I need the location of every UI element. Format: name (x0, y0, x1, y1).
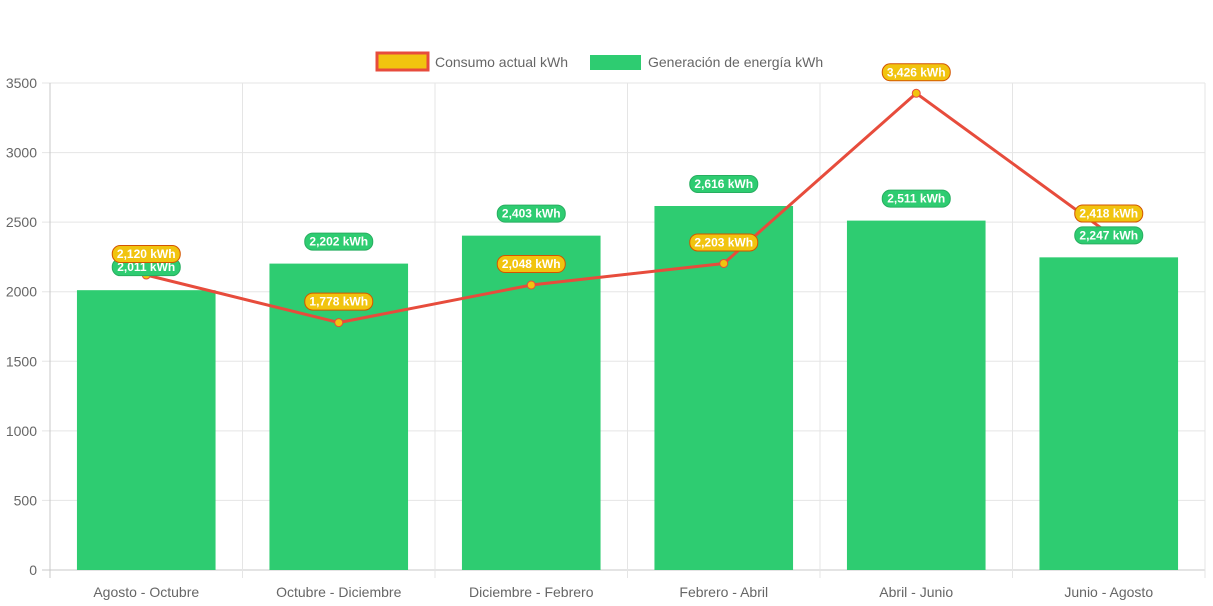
bar-data-label-box (881, 189, 951, 208)
y-tick-label: 3000 (6, 145, 37, 161)
bar-data-label: 2,247 kWh (1079, 228, 1138, 242)
line-data-label-box (689, 233, 759, 252)
line-data-label: 1,778 kWh (309, 295, 368, 309)
y-tick-label: 2500 (6, 214, 37, 230)
bar-data-label: 2,202 kWh (309, 235, 368, 249)
line-point[interactable] (911, 88, 921, 98)
bar-data-label: 2,011 kWh (117, 260, 175, 274)
x-tick-label: Abril - Junio (879, 584, 953, 600)
line-data-label: 2,048 kWh (502, 257, 561, 271)
x-tick-label: Febrero - Abril (679, 584, 768, 600)
line-point[interactable] (719, 258, 729, 268)
y-axis: 0 500 1000 1500 2000 2500 3000 3500 (6, 75, 37, 578)
line-data-label-box (111, 245, 181, 264)
x-tick-label: Diciembre - Febrero (469, 584, 594, 600)
line-data-label-box (1074, 204, 1144, 223)
grid (42, 82, 1206, 578)
line-data-label-box (496, 255, 566, 274)
bar-data-label-box (496, 204, 566, 223)
bar[interactable] (1039, 257, 1179, 570)
line-data-label: 2,418 kWh (1079, 207, 1138, 221)
line-point[interactable] (334, 318, 344, 328)
line-data-label: 3,426 kWh (887, 65, 946, 79)
x-tick-label: Agosto - Octubre (93, 584, 199, 600)
bar[interactable] (76, 290, 216, 570)
line-data-label-box (881, 63, 951, 82)
y-tick-label: 0 (29, 562, 37, 578)
bar[interactable] (461, 235, 601, 570)
legend-swatch-generacion[interactable] (590, 55, 641, 70)
line-point[interactable] (526, 280, 536, 290)
bar-data-label-box (689, 175, 759, 194)
line-data-label: 2,203 kWh (694, 235, 753, 249)
bar-data-label: 2,511 kWh (887, 192, 945, 206)
y-tick-label: 1000 (6, 423, 37, 439)
bar-data-label-box (1074, 226, 1144, 245)
line-data-label-box (304, 292, 374, 311)
bar-series (76, 206, 1179, 570)
legend: Consumo actual kWh Generación de energía… (375, 51, 823, 72)
line-data-label: 2,120 kWh (117, 247, 176, 261)
y-tick-label: 500 (14, 492, 38, 508)
bar-data-label: 2,403 kWh (502, 207, 561, 221)
y-tick-label: 3500 (6, 75, 37, 91)
x-axis: Agosto - Octubre Octubre - Diciembre Dicie… (93, 584, 1153, 600)
x-tick-label: Junio - Agosto (1064, 584, 1153, 600)
legend-label-generacion[interactable]: Generación de energía kWh (648, 54, 823, 70)
bar-data-label: 2,616 kWh (694, 177, 753, 191)
bar[interactable] (846, 220, 986, 570)
y-tick-label: 2000 (6, 284, 37, 300)
y-tick-label: 1500 (6, 353, 37, 369)
legend-swatch-consumo[interactable] (375, 51, 430, 72)
line-path (145, 91, 1110, 325)
x-tick-label: Octubre - Diciembre (276, 584, 401, 600)
legend-label-consumo[interactable]: Consumo actual kWh (435, 54, 568, 70)
data-labels: 2,011 kWh 2,202 kWh 2,403 kWh 2,616 kWh 2,51… (111, 63, 1144, 311)
bar-data-label-box (304, 232, 374, 251)
